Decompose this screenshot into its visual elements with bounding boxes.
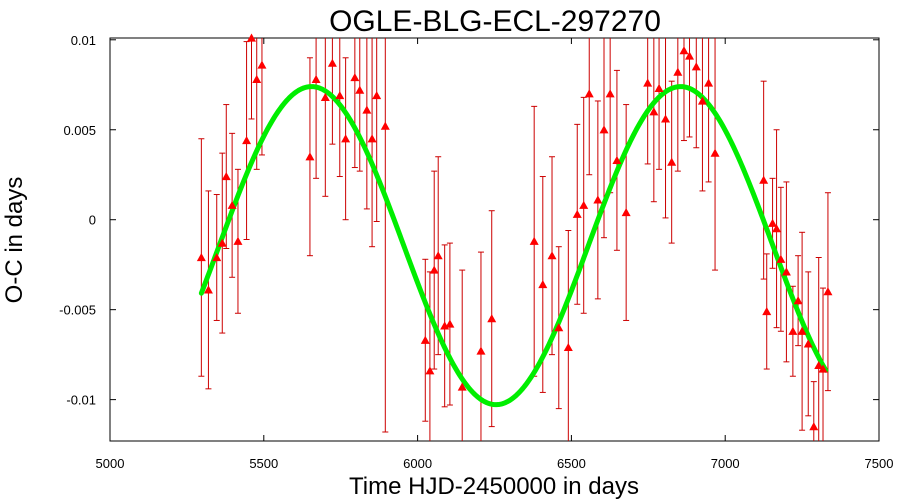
data-point (362, 105, 372, 114)
data-point (335, 91, 345, 100)
data-point (762, 306, 772, 316)
x-tick-label: 5000 (96, 456, 125, 471)
data-point (350, 73, 360, 82)
data-point (654, 83, 664, 92)
data-point (679, 46, 689, 55)
data-point (661, 114, 671, 123)
y-tick-label: -0.005 (59, 303, 96, 318)
x-tick-label: 6500 (557, 456, 586, 471)
error-bars (198, 38, 831, 441)
data-point (305, 152, 315, 161)
data-point (445, 319, 455, 328)
data-point (572, 209, 582, 218)
y-axis: 0.01 0.005 0 -0.005 -0.01 (59, 33, 879, 408)
data-point (372, 91, 382, 100)
data-point (433, 251, 443, 260)
data-point (793, 296, 803, 305)
data-point (257, 60, 267, 69)
data-point (311, 74, 321, 83)
data-point (320, 92, 330, 101)
data-point (599, 125, 609, 134)
data-point (781, 267, 791, 276)
data-point (476, 346, 486, 355)
data-point (649, 107, 659, 116)
data-point (425, 366, 435, 375)
data-point (380, 121, 390, 130)
data-point (593, 195, 603, 204)
y-tick-label: -0.01 (66, 393, 96, 408)
data-point (818, 364, 828, 373)
x-axis: 5000 5500 6000 6500 7000 7500 (96, 38, 894, 471)
data-point (217, 238, 227, 247)
data-point (227, 200, 237, 209)
data-point (252, 74, 262, 83)
data-point (710, 148, 720, 157)
data-point (203, 285, 213, 294)
data-point (341, 134, 351, 143)
data-point (803, 339, 813, 348)
data-point (367, 134, 377, 143)
data-point (691, 62, 701, 71)
data-point (673, 67, 683, 76)
data-point (487, 314, 497, 323)
data-point (788, 326, 798, 335)
data-point (221, 172, 231, 181)
data-point (246, 33, 256, 42)
plot-frame (109, 37, 880, 442)
data-point (704, 78, 714, 87)
data-point (759, 175, 769, 184)
data-point (547, 251, 557, 260)
data-point (327, 58, 337, 67)
data-points (196, 33, 833, 431)
x-tick-label: 6000 (403, 456, 432, 471)
fit-curve (198, 84, 829, 408)
data-point (538, 279, 548, 289)
data-point (643, 78, 653, 87)
data-point (685, 51, 695, 60)
data-point (667, 157, 677, 166)
data-point (457, 382, 467, 391)
data-point (809, 422, 819, 431)
data-point (554, 323, 564, 332)
data-point (797, 326, 807, 335)
y-tick-label: 0 (89, 213, 96, 228)
chart-title: OGLE-BLG-ECL-297270 (329, 5, 661, 38)
data-point (242, 136, 252, 145)
data-point (697, 96, 707, 105)
x-tick-label: 7000 (711, 456, 740, 471)
x-tick-label: 5500 (249, 456, 278, 471)
data-point (563, 342, 573, 352)
data-point (768, 218, 778, 227)
y-tick-label: 0.01 (71, 33, 96, 48)
data-point (605, 89, 615, 98)
data-point (612, 155, 622, 164)
x-axis-label: Time HJD-2450000 in days (349, 473, 639, 500)
data-point (579, 200, 589, 209)
data-point (429, 265, 439, 274)
data-point (420, 335, 430, 344)
data-point (823, 287, 833, 296)
data-point (776, 254, 786, 263)
data-point (355, 85, 365, 94)
data-point (196, 252, 206, 262)
x-tick-label: 7500 (865, 456, 894, 471)
data-point (772, 224, 782, 233)
y-tick-label: 0.005 (63, 123, 96, 138)
y-axis-label: O-C in days (1, 177, 28, 304)
data-point (584, 89, 594, 98)
data-point (529, 236, 539, 245)
data-point (814, 360, 824, 370)
data-point (621, 208, 631, 217)
data-point (233, 236, 243, 245)
data-point (212, 252, 222, 262)
